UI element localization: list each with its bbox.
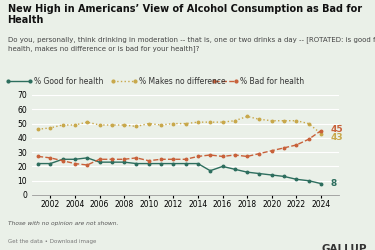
% Bad for health [306, 138, 311, 141]
% Makes no difference [134, 125, 139, 128]
% Makes no difference [208, 121, 213, 124]
% Good for health [270, 174, 274, 176]
% Makes no difference [232, 119, 237, 122]
% Bad for health [220, 155, 225, 158]
Text: Get the data • Download image: Get the data • Download image [8, 239, 96, 244]
% Bad for health [208, 154, 213, 156]
% Good for health [122, 161, 126, 164]
% Bad for health [232, 154, 237, 156]
% Good for health [134, 162, 139, 165]
% Makes no difference [85, 121, 90, 124]
% Makes no difference [257, 118, 262, 121]
% Makes no difference [36, 128, 40, 131]
% Bad for health [73, 162, 77, 165]
% Bad for health [147, 159, 151, 162]
% Bad for health [196, 155, 200, 158]
% Bad for health [48, 156, 52, 159]
% Makes no difference [294, 119, 298, 122]
Text: Those with no opinion are not shown.: Those with no opinion are not shown. [8, 221, 118, 226]
% Good for health [257, 172, 262, 175]
% Makes no difference [282, 119, 286, 122]
% Bad for health [171, 158, 176, 161]
Text: % Bad for health: % Bad for health [240, 77, 304, 86]
% Good for health [208, 169, 213, 172]
% Good for health [294, 178, 298, 181]
% Bad for health [183, 158, 188, 161]
% Good for health [319, 182, 323, 185]
% Bad for health [122, 158, 126, 161]
% Good for health [171, 162, 176, 165]
% Good for health [147, 162, 151, 165]
% Good for health [85, 156, 90, 159]
% Makes no difference [245, 115, 249, 118]
% Good for health [73, 158, 77, 161]
Line: % Makes no difference: % Makes no difference [37, 115, 322, 135]
% Makes no difference [319, 132, 323, 135]
% Bad for health [110, 158, 114, 161]
% Good for health [60, 158, 65, 161]
% Good for health [183, 162, 188, 165]
% Makes no difference [220, 121, 225, 124]
Text: New High in Americans’ View of Alcohol Consumption as Bad for Health: New High in Americans’ View of Alcohol C… [8, 4, 362, 25]
% Bad for health [319, 129, 323, 132]
% Good for health [306, 179, 311, 182]
% Makes no difference [97, 124, 102, 126]
% Makes no difference [60, 124, 65, 126]
% Bad for health [36, 155, 40, 158]
Text: 8: 8 [331, 179, 337, 188]
% Good for health [196, 162, 200, 165]
% Bad for health [294, 144, 298, 146]
% Makes no difference [110, 124, 114, 126]
Line: % Bad for health: % Bad for health [37, 130, 322, 166]
Text: GALLUP: GALLUP [322, 244, 368, 250]
% Makes no difference [196, 121, 200, 124]
Text: Do you, personally, think drinking in moderation -- that is, one or two drinks a: Do you, personally, think drinking in mo… [8, 36, 375, 52]
% Makes no difference [270, 119, 274, 122]
% Good for health [159, 162, 163, 165]
% Good for health [232, 168, 237, 171]
% Bad for health [60, 159, 65, 162]
% Makes no difference [183, 122, 188, 125]
Text: % Makes no difference: % Makes no difference [139, 77, 225, 86]
% Good for health [282, 175, 286, 178]
% Makes no difference [73, 124, 77, 126]
Text: 43: 43 [331, 133, 344, 142]
Text: % Good for health: % Good for health [34, 77, 103, 86]
Text: 45: 45 [331, 126, 344, 134]
% Bad for health [159, 158, 163, 161]
% Bad for health [245, 155, 249, 158]
% Good for health [36, 162, 40, 165]
% Makes no difference [48, 126, 52, 129]
% Good for health [245, 171, 249, 174]
% Bad for health [97, 158, 102, 161]
% Bad for health [134, 156, 139, 159]
% Makes no difference [306, 122, 311, 125]
% Makes no difference [147, 122, 151, 125]
% Good for health [110, 161, 114, 164]
% Makes no difference [159, 124, 163, 126]
% Good for health [220, 165, 225, 168]
% Bad for health [270, 149, 274, 152]
% Good for health [97, 161, 102, 164]
% Makes no difference [171, 122, 176, 125]
Line: % Good for health: % Good for health [37, 156, 322, 185]
% Good for health [48, 162, 52, 165]
% Bad for health [257, 152, 262, 155]
% Makes no difference [122, 124, 126, 126]
% Bad for health [85, 164, 90, 166]
% Bad for health [282, 146, 286, 149]
